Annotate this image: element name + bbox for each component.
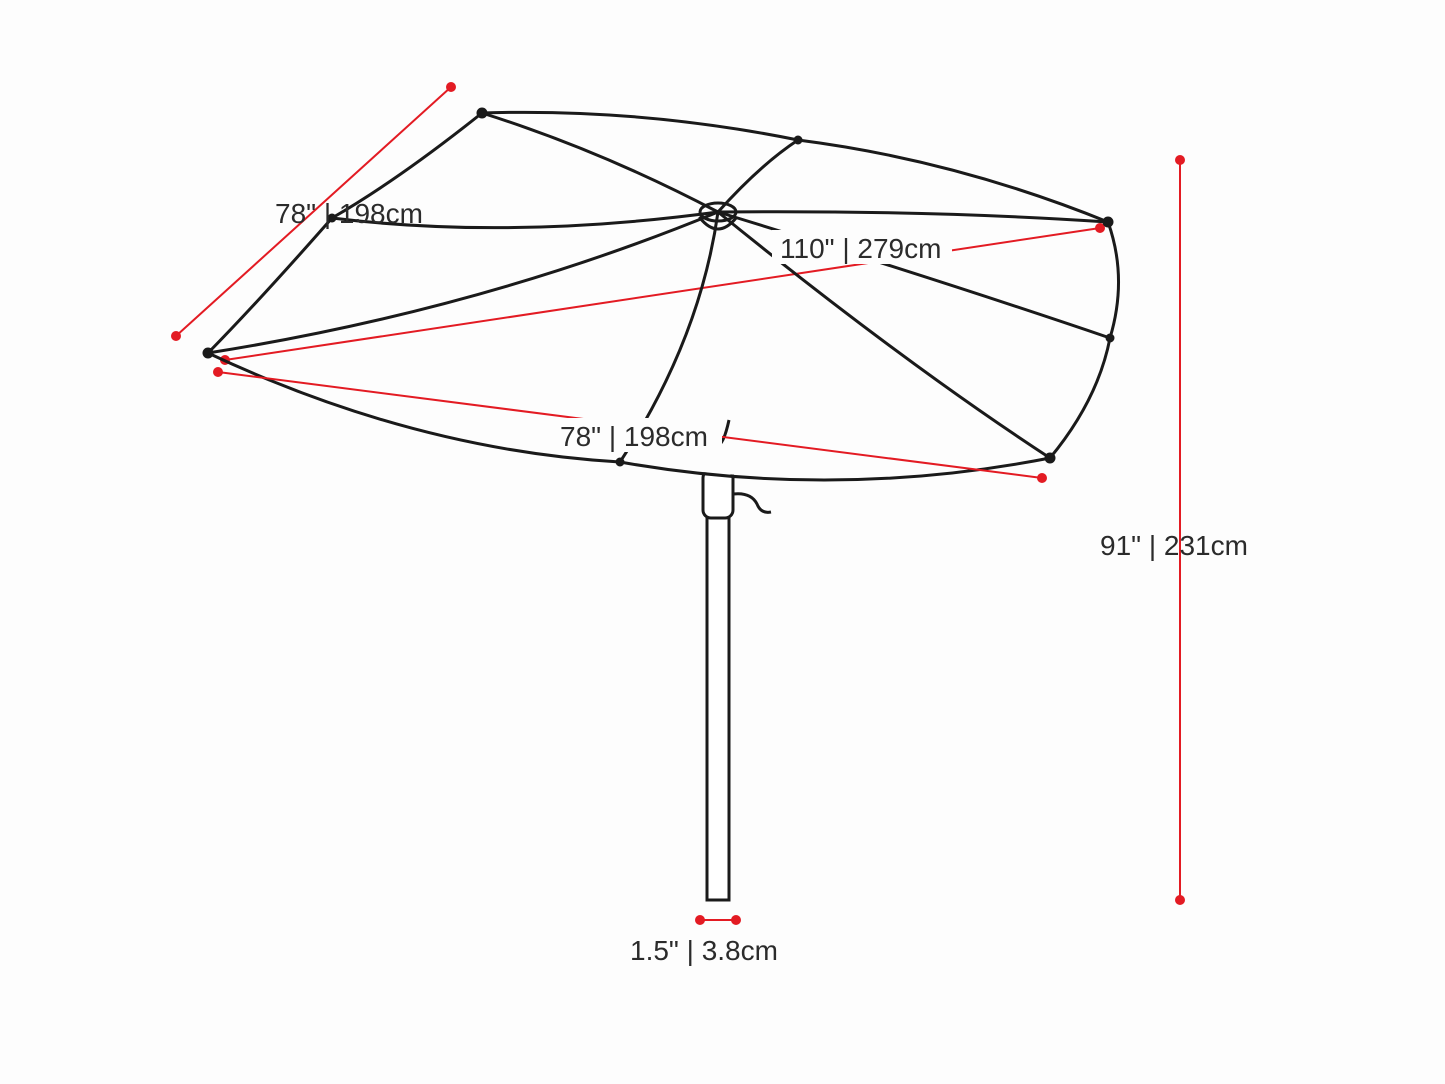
- label-diagonal: 110" | 279cm: [780, 233, 941, 264]
- label-pole-dia: 1.5" | 3.8cm: [630, 935, 778, 966]
- dimension-diagram: 78" | 198cm 78" | 198cm 110" | 279cm 91"…: [0, 0, 1445, 1084]
- label-width: 78" | 198cm: [560, 421, 708, 452]
- dimension-pole-diameter: [695, 915, 741, 925]
- label-depth: 78" | 198cm: [275, 198, 423, 229]
- label-height: 91" | 231cm: [1100, 530, 1248, 561]
